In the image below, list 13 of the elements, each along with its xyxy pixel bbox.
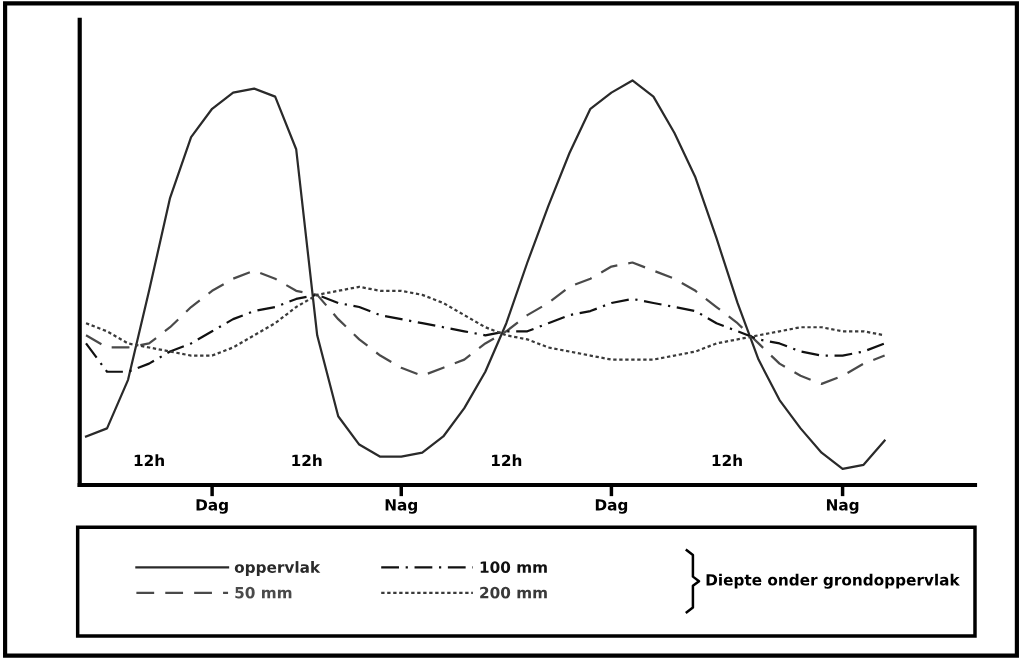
x-tick-label: Nag bbox=[385, 499, 417, 514]
legend-title: Diepte onder grondoppervlak bbox=[706, 573, 960, 589]
text: 200 mm bbox=[480, 586, 547, 599]
text: oppervlak bbox=[234, 561, 321, 576]
text: 50 mm bbox=[235, 586, 292, 599]
x-tick-label: Nag bbox=[826, 499, 859, 514]
x-tick-label: Dag bbox=[595, 499, 628, 514]
annotation: 12h bbox=[712, 454, 742, 466]
annotation: 12h bbox=[491, 454, 522, 466]
annotation: 12h bbox=[134, 454, 164, 466]
text: 100 mm bbox=[480, 561, 547, 573]
x-tick-label: Dag bbox=[196, 499, 228, 514]
annotation: 12h bbox=[292, 454, 322, 466]
